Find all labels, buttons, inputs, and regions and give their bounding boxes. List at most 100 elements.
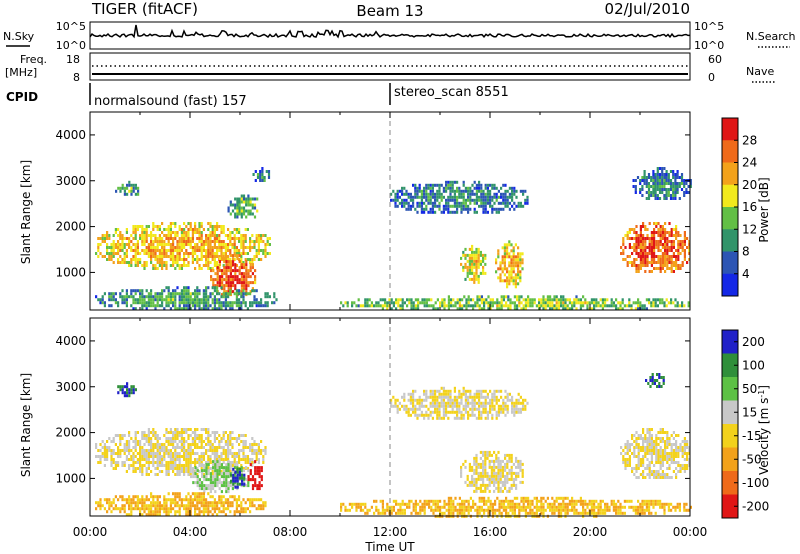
echo-cell — [227, 258, 230, 261]
echo-cell — [590, 298, 593, 302]
echo-cell — [172, 492, 175, 496]
echo-cell — [134, 255, 137, 258]
echo-cell — [119, 249, 122, 252]
echo-cell — [420, 207, 423, 211]
echo-cell — [229, 258, 232, 261]
echo-cell — [119, 443, 122, 446]
echo-cell — [493, 183, 496, 187]
echo-cell — [196, 292, 199, 296]
echo-cell — [478, 180, 481, 184]
echo-cell — [489, 407, 492, 411]
echo-cell — [524, 407, 527, 411]
echo-cell — [229, 431, 232, 434]
echo-cell — [506, 201, 509, 205]
echo-cell — [234, 275, 237, 279]
echo-cell — [667, 194, 670, 197]
echo-cell — [666, 231, 669, 234]
date-label: 02/Jul/2010 — [605, 0, 690, 18]
echo-cell — [189, 452, 192, 455]
echo-cell — [194, 440, 197, 443]
echo-cell — [205, 472, 208, 476]
echo-cell — [399, 298, 402, 302]
echo-cell — [132, 446, 135, 449]
echo-cell — [521, 267, 524, 271]
echo-cell — [231, 307, 234, 311]
echo-cell — [229, 254, 232, 258]
echo-cell — [254, 460, 257, 464]
echo-cell — [169, 295, 172, 299]
echo-cell — [156, 510, 159, 514]
echo-cell — [141, 470, 144, 473]
echo-cell — [216, 292, 219, 296]
echo-cell — [467, 404, 470, 408]
echo-cell — [493, 465, 496, 469]
echo-cell — [502, 410, 505, 414]
echo-cell — [194, 464, 197, 467]
echo-cell — [475, 250, 478, 254]
echo-cell — [447, 180, 450, 184]
echo-cell — [468, 262, 471, 266]
echo-cell — [161, 449, 164, 452]
echo-cell — [229, 307, 232, 311]
echo-cell — [194, 304, 197, 308]
echo-cell — [185, 452, 188, 455]
echo-cell — [191, 301, 194, 305]
echo-cell — [220, 490, 223, 494]
echo-cell — [242, 200, 246, 204]
echo-cell — [222, 243, 225, 246]
echo-cell — [202, 228, 205, 231]
echo-cell — [252, 173, 255, 176]
echo-cell — [626, 304, 629, 308]
echo-cell — [242, 206, 246, 210]
echo-cell — [475, 271, 478, 275]
echo-cell — [224, 443, 227, 446]
echo-cell — [156, 267, 159, 270]
echo-cell — [242, 261, 245, 264]
echo-cell — [258, 472, 261, 476]
echo-cell — [672, 270, 675, 273]
echo-cell — [416, 186, 419, 190]
echo-cell — [238, 443, 241, 446]
echo-cell — [158, 458, 161, 461]
echo-cell — [679, 267, 682, 270]
echo-cell — [670, 255, 673, 258]
echo-cell — [362, 502, 365, 506]
echo-cell — [473, 483, 476, 487]
echo-cell — [214, 472, 217, 476]
echo-cell — [229, 203, 232, 207]
echo-cell — [101, 440, 104, 443]
echo-cell — [136, 495, 139, 499]
echo-cell — [223, 469, 226, 473]
echo-cell — [156, 513, 159, 517]
echo-cell — [484, 398, 487, 402]
echo-cell — [659, 234, 662, 237]
echo-cell — [132, 186, 135, 190]
echo-cell — [359, 502, 362, 506]
echo-cell — [509, 502, 512, 506]
echo-cell — [123, 237, 126, 240]
echo-cell — [499, 489, 502, 493]
echo-cell — [522, 304, 525, 308]
echo-cell — [240, 507, 243, 511]
echo-cell — [484, 207, 487, 211]
echo-cell — [677, 246, 680, 249]
echo-cell — [497, 474, 500, 478]
echo-cell — [475, 256, 478, 260]
echo-cell — [213, 431, 216, 434]
echo-cell — [261, 179, 264, 182]
echo-cell — [473, 404, 476, 408]
echo-cell — [211, 470, 214, 473]
echo-cell — [103, 455, 106, 458]
echo-cell — [123, 461, 126, 464]
echo-cell — [154, 304, 157, 308]
echo-cell — [475, 389, 478, 393]
echo-cell — [512, 462, 515, 466]
echo-cell — [672, 197, 675, 200]
echo-cell — [677, 267, 680, 270]
echo-cell — [211, 225, 214, 228]
echo-cell — [212, 478, 215, 482]
echo-cell — [227, 278, 230, 282]
echo-cell — [456, 201, 459, 205]
echo-cell — [134, 186, 137, 190]
echo-cell — [513, 404, 516, 408]
